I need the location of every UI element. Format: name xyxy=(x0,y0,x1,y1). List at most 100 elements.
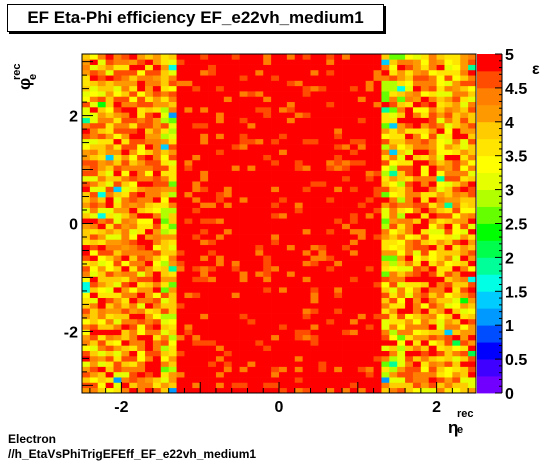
heatmap-cell xyxy=(444,371,453,378)
heatmap-cell xyxy=(405,271,414,277)
heatmap-cell xyxy=(468,133,477,140)
heatmap-cell xyxy=(349,106,359,113)
heatmap-cell xyxy=(452,154,461,161)
heatmap-cell xyxy=(412,170,422,177)
heatmap-cell xyxy=(468,228,477,235)
heatmap-cell xyxy=(184,154,193,161)
heatmap-cell xyxy=(318,265,327,272)
heatmap-cell xyxy=(428,101,437,108)
heatmap-cell xyxy=(97,255,106,261)
heatmap-cell xyxy=(365,361,374,367)
heatmap-cell xyxy=(444,144,453,150)
heatmap-cell xyxy=(231,202,240,208)
heatmap-cell xyxy=(168,154,177,161)
heatmap-cell xyxy=(365,170,374,177)
heatmap-cell xyxy=(223,101,233,108)
heatmap-cell xyxy=(420,212,430,219)
heatmap-cell xyxy=(397,122,406,129)
heatmap-cell xyxy=(247,54,256,60)
heatmap-cell xyxy=(192,265,201,272)
heatmap-cell xyxy=(460,324,469,330)
heatmap-cell xyxy=(381,75,390,81)
heatmap-cell xyxy=(318,122,327,129)
heatmap-cell xyxy=(373,191,382,198)
heatmap-cell xyxy=(263,287,272,293)
heatmap-cell xyxy=(215,223,225,230)
heatmap-cell xyxy=(247,281,256,288)
heatmap-cell xyxy=(302,170,311,177)
heatmap-cell xyxy=(113,64,122,71)
heatmap-cell xyxy=(168,297,177,304)
heatmap-cell xyxy=(302,371,311,378)
heatmap-cell xyxy=(286,276,296,283)
heatmap-cell xyxy=(286,345,296,351)
heatmap-cell xyxy=(137,64,146,71)
heatmap-cell xyxy=(121,265,130,272)
heatmap-cell xyxy=(381,281,390,288)
heatmap-cell xyxy=(342,329,351,336)
heatmap-cell xyxy=(200,340,209,346)
heatmap-cell xyxy=(420,355,430,362)
heatmap-cell xyxy=(302,265,311,272)
heatmap-cell xyxy=(318,128,327,134)
heatmap-cell xyxy=(405,218,414,224)
heatmap-cell xyxy=(279,287,288,293)
heatmap-cell xyxy=(129,361,138,367)
heatmap-cell xyxy=(279,265,288,272)
heatmap-cell xyxy=(121,80,130,87)
heatmap-cell xyxy=(215,228,225,235)
heatmap-cell xyxy=(231,366,240,373)
heatmap-cell xyxy=(145,334,154,341)
heatmap-cell xyxy=(247,318,256,325)
heatmap-cell xyxy=(452,313,461,320)
heatmap-cell xyxy=(444,112,453,118)
heatmap-cell xyxy=(365,387,374,394)
heatmap-cell xyxy=(192,175,201,182)
heatmap-cell xyxy=(389,271,398,277)
heatmap-cell xyxy=(342,144,351,150)
color-scale-step xyxy=(477,206,502,224)
heatmap-cell xyxy=(286,287,296,293)
heatmap-cell xyxy=(137,361,146,367)
heatmap-cell xyxy=(176,133,185,140)
heatmap-cell xyxy=(97,239,106,246)
x-axis-title: η rec e xyxy=(448,408,474,437)
heatmap-cell xyxy=(420,54,430,60)
heatmap-cell xyxy=(113,255,122,261)
heatmap-cell xyxy=(444,96,453,103)
heatmap-cell xyxy=(334,106,343,113)
heatmap-cell xyxy=(357,85,367,92)
heatmap-cell xyxy=(334,218,343,224)
heatmap-cell xyxy=(215,249,225,256)
color-scale-label: 0.5 xyxy=(505,352,527,369)
heatmap-cell xyxy=(349,154,359,161)
heatmap-cell xyxy=(89,165,99,171)
heatmap-cell xyxy=(468,138,477,145)
heatmap-cell xyxy=(342,276,351,283)
heatmap-cell xyxy=(121,85,130,92)
heatmap-cell xyxy=(436,101,445,108)
heatmap-cell xyxy=(208,96,217,103)
heatmap-cell xyxy=(342,223,351,230)
heatmap-cell xyxy=(184,128,193,134)
heatmap-cell xyxy=(82,255,91,261)
heatmap-cell xyxy=(412,287,422,293)
heatmap-cell xyxy=(412,207,422,214)
heatmap-cell xyxy=(184,96,193,103)
heatmap-cell xyxy=(208,75,217,81)
heatmap-cell xyxy=(97,324,106,330)
heatmap-cell xyxy=(223,133,233,140)
heatmap-cell xyxy=(334,377,343,383)
heatmap-cell xyxy=(334,276,343,283)
heatmap-cell xyxy=(176,297,185,304)
heatmap-cell xyxy=(239,318,248,325)
heatmap-cell xyxy=(294,318,303,325)
heatmap-cell xyxy=(405,371,414,378)
heatmap-cell xyxy=(373,345,382,351)
heatmap-cell xyxy=(247,265,256,272)
heatmap-cell xyxy=(231,308,240,314)
heatmap-cell xyxy=(460,112,469,118)
heatmap-cell xyxy=(145,255,154,261)
heatmap-cell xyxy=(326,361,335,367)
heatmap-cell xyxy=(176,318,185,325)
